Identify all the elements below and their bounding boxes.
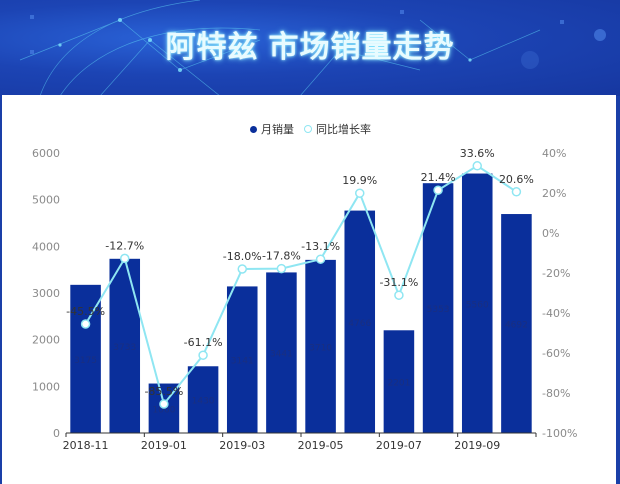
x-tick-label: 2019-01	[141, 439, 187, 452]
growth-rate-label: 33.6%	[460, 147, 495, 160]
line-legend-marker-icon	[304, 125, 312, 133]
bar-2019-04	[266, 272, 297, 433]
bar-value-label: 3733	[113, 343, 136, 353]
bar-value-label: 5353	[427, 305, 450, 315]
line-point	[433, 185, 443, 195]
y-right-tick-label: 20%	[542, 187, 566, 200]
growth-rate-label: 19.9%	[342, 174, 377, 187]
line-point	[394, 290, 404, 300]
growth-rate-label: -18.0%	[223, 250, 262, 263]
bar-value-label: 4692	[505, 321, 528, 331]
bar-2019-03	[226, 286, 258, 433]
y-left-tick-label: 5000	[32, 194, 60, 207]
x-tick-label: 2019-09	[454, 439, 500, 452]
header-banner: 阿特兹 市场销量走势	[0, 0, 620, 96]
y-right-tick-label: -60%	[542, 347, 570, 360]
growth-rate-label: 21.4%	[421, 171, 456, 184]
y-left-tick-label: 1000	[32, 380, 60, 393]
legend-bar-label: 月销量	[261, 123, 294, 136]
growth-rate-label: -13.1%	[301, 240, 340, 253]
growth-rate-label: -12.7%	[105, 239, 144, 252]
title-brand: 阿特兹	[165, 30, 259, 65]
growth-rate-label: 20.6%	[499, 173, 534, 186]
line-point	[80, 319, 91, 329]
line-point	[511, 187, 522, 197]
y-right-tick-label: -20%	[542, 267, 570, 280]
growth-rate-line	[84, 164, 517, 407]
line-point	[355, 188, 365, 198]
y-right-tick-label: 0%	[542, 227, 559, 240]
y-left-tick-label: 4000	[32, 240, 60, 253]
bar-value-label: 3141	[231, 357, 254, 367]
growth-rate-label: -61.1%	[184, 336, 223, 349]
y-left-tick-label: 6000	[32, 147, 60, 160]
bar-2019-05	[305, 259, 336, 433]
y-left-tick-label: 0	[53, 427, 60, 440]
line-point	[315, 254, 326, 264]
bar-2019-08	[422, 183, 454, 433]
bar-value-label: 2201	[387, 379, 410, 389]
y-left-tick-label: 3000	[32, 287, 60, 300]
legend-line-label: 同比增长率	[316, 123, 371, 136]
bar-2019-07	[383, 330, 415, 433]
line-point	[159, 399, 169, 409]
title-rest: 市场销量走势	[268, 30, 455, 65]
network-decoration	[19, 0, 606, 96]
bar-2019-10	[501, 214, 532, 433]
bar-value-label: 3175	[74, 356, 97, 366]
y-right-tick-label: -100%	[542, 427, 577, 440]
line-point	[120, 253, 130, 264]
bar-value-label: 1430	[192, 397, 215, 407]
bar-2019-06	[344, 210, 376, 433]
bar-value-label: 1060	[152, 405, 175, 415]
y-right-tick-label: 40%	[542, 147, 566, 160]
bar-value-label: 4766	[348, 319, 371, 329]
x-tick-label: 2019-07	[376, 439, 422, 452]
bar-2018-12	[109, 258, 141, 433]
x-tick-label: 2018-11	[63, 439, 109, 452]
y-right-tick-label: -80%	[542, 387, 570, 400]
bar-value-label: 5560	[466, 300, 489, 310]
page-title: 阿特兹 市场销量走势	[0, 22, 620, 66]
line-point	[276, 263, 287, 274]
bar-2018-11	[70, 284, 101, 433]
y-right-tick-label: -40%	[542, 307, 570, 320]
growth-rate-label: -45.5%	[66, 305, 105, 318]
x-tick-label: 2019-03	[219, 439, 265, 452]
line-point	[237, 264, 247, 274]
line-point	[198, 350, 208, 360]
growth-rate-label: -17.8%	[262, 250, 301, 263]
bar-2019-02	[187, 366, 219, 433]
y-left-tick-label: 2000	[32, 334, 60, 347]
bar-value-label: 3441	[270, 350, 293, 360]
chart-legend: 月销量 同比增长率	[250, 121, 371, 137]
growth-rate-label: -85.5%	[144, 385, 183, 398]
line-point	[472, 161, 482, 171]
bar-2019-09	[461, 173, 493, 434]
x-tick-label: 2019-05	[298, 439, 344, 452]
bar-value-label: 3710	[309, 343, 332, 353]
bar-legend-marker-icon	[250, 125, 257, 133]
growth-rate-label: -31.1%	[379, 276, 418, 289]
